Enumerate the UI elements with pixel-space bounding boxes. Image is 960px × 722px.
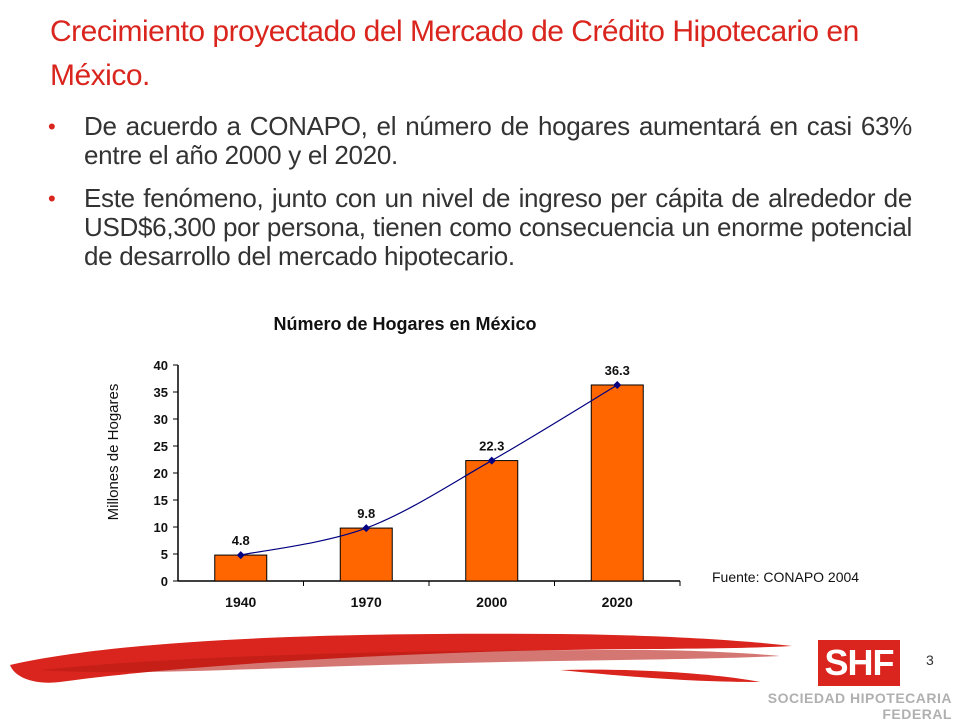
decorative-brush-stroke: [10, 633, 792, 683]
x-tick-label: 2000: [476, 594, 507, 610]
bullet-marker: •: [48, 186, 56, 211]
y-tick-label: 25: [154, 439, 168, 454]
bullet-item: • De acuerdo a CONAPO, el número de hoga…: [48, 112, 912, 170]
bullet-list: • De acuerdo a CONAPO, el número de hoga…: [48, 112, 912, 285]
bullet-text: Este fenómeno, junto con un nivel de ing…: [84, 183, 912, 271]
y-tick-label: 15: [154, 493, 168, 508]
bar: [339, 527, 393, 582]
y-tick-label: 35: [154, 385, 168, 400]
series-line: [240, 384, 618, 556]
line-point: [236, 551, 245, 560]
y-tick-label: 20: [154, 466, 168, 481]
y-tick-label: 30: [154, 412, 168, 427]
y-tick-label: 40: [154, 358, 168, 373]
line-point: [362, 524, 371, 533]
data-label: 9.8: [357, 506, 375, 521]
page-number: 3: [926, 652, 934, 668]
y-tick-label: 5: [161, 547, 168, 562]
line-point: [487, 456, 496, 465]
data-label: 36.3: [605, 363, 630, 378]
x-tick-label: 1970: [351, 594, 382, 610]
data-label: 4.8: [232, 533, 250, 548]
bar: [590, 384, 644, 582]
y-tick-label: 10: [154, 520, 168, 535]
y-axis-label: Millones de Hogares: [105, 384, 122, 521]
chart-source: Fuente: CONAPO 2004: [712, 569, 859, 585]
bullet-marker: •: [48, 114, 56, 139]
chart-title: Número de Hogares en México: [273, 314, 536, 334]
y-tick-label: 0: [161, 574, 168, 589]
bullet-text: De acuerdo a CONAPO, el número de hogare…: [84, 111, 912, 170]
x-tick-label: 2020: [602, 594, 633, 610]
line-point: [613, 380, 622, 389]
bar: [465, 460, 519, 582]
bullet-item: • Este fenómeno, junto con un nivel de i…: [48, 184, 912, 271]
x-tick-label: 1940: [225, 594, 256, 610]
slide-title: Crecimiento proyectado del Mercado de Cr…: [50, 15, 859, 92]
shf-logo: SHF: [818, 640, 900, 686]
data-label: 22.3: [479, 439, 504, 454]
logo-caption: SOCIEDAD HIPOTECARIA FEDERAL: [767, 690, 952, 722]
households-chart: Número de Hogares en México Millones de …: [105, 314, 859, 610]
